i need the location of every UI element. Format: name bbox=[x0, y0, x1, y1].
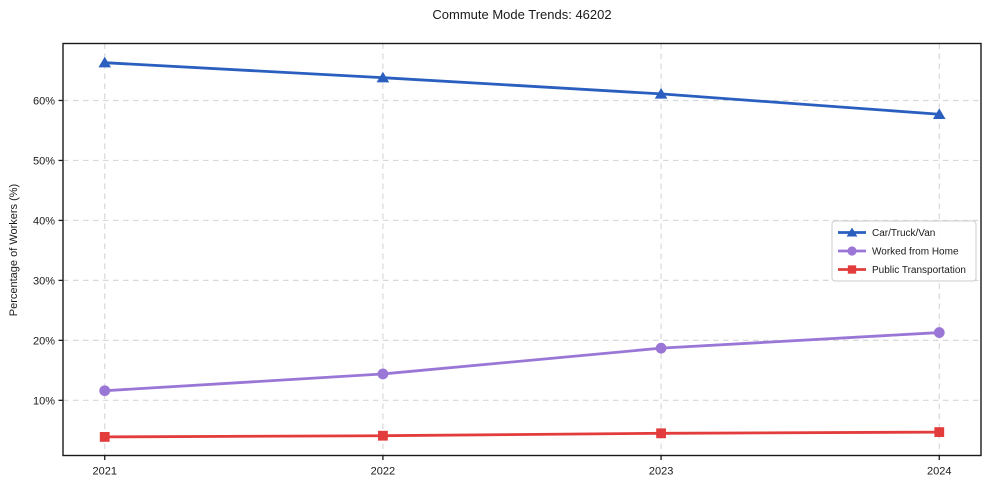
marker-public-transportation bbox=[378, 430, 388, 441]
y-tick-label: 40% bbox=[33, 215, 55, 227]
x-tick-label: 2022 bbox=[371, 466, 395, 478]
series-line-worked-from-home bbox=[103, 331, 941, 393]
x-tick-label: 2021 bbox=[92, 466, 116, 478]
y-tick-label: 50% bbox=[33, 155, 55, 167]
series-line-car-truck-van bbox=[103, 61, 941, 116]
legend-label-car-truck-van: Car/Truck/Van bbox=[872, 228, 935, 239]
legend-marker-worked-from-home bbox=[847, 246, 857, 256]
marker-public-transportation bbox=[656, 428, 666, 439]
marker-car-truck-van bbox=[654, 87, 668, 99]
marker-worked-from-home bbox=[655, 342, 667, 354]
x-tick-label: 2024 bbox=[927, 466, 951, 478]
chart-title: Commute Mode Trends: 46202 bbox=[432, 7, 612, 22]
legend-box bbox=[831, 220, 977, 282]
marker-car-truck-van bbox=[932, 108, 946, 119]
marker-worked-from-home bbox=[933, 327, 945, 338]
y-tick-label: 30% bbox=[33, 275, 55, 287]
marker-public-transportation bbox=[934, 427, 945, 438]
marker-car-truck-van bbox=[376, 71, 390, 83]
series-line-public-transportation bbox=[103, 430, 941, 439]
plot-border bbox=[62, 42, 982, 457]
marker-worked-from-home bbox=[99, 385, 111, 397]
y-tick-label: 20% bbox=[33, 335, 55, 347]
marker-worked-from-home bbox=[377, 368, 389, 380]
legend-marker-public-transportation bbox=[847, 265, 857, 274]
legend-label-worked-from-home: Worked from Home bbox=[872, 247, 959, 258]
x-tick-label: 2023 bbox=[649, 466, 673, 478]
y-tick-label: 60% bbox=[33, 95, 55, 107]
legend-label-public-transportation: Public Transportation bbox=[872, 265, 966, 276]
marker-public-transportation bbox=[99, 432, 110, 442]
legend-marker-car-truck-van bbox=[846, 227, 858, 237]
y-tick-label: 10% bbox=[33, 395, 55, 407]
marker-car-truck-van bbox=[98, 56, 112, 68]
